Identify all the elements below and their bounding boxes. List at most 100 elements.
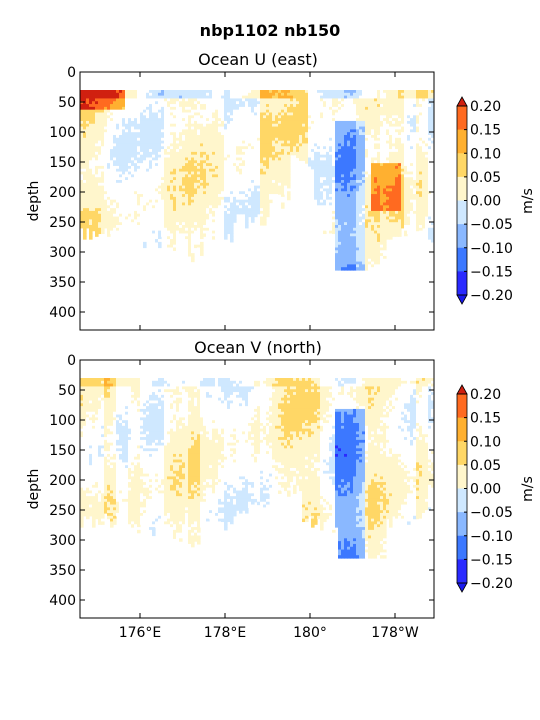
heatmap-cell [374, 90, 378, 94]
heatmap-cell [323, 149, 327, 153]
heatmap-cell [350, 194, 354, 198]
heatmap-cell [140, 126, 144, 130]
heatmap-cell [230, 230, 234, 235]
heatmap-cell [203, 205, 207, 209]
heatmap-cell [167, 163, 171, 167]
heatmap-cell [230, 239, 234, 243]
heatmap-cell [254, 157, 258, 161]
heatmap-u [80, 90, 434, 271]
heatmap-cell [128, 149, 132, 153]
heatmap-cell [329, 104, 333, 108]
heatmap-cell [317, 208, 321, 212]
heatmap-cell [326, 123, 330, 128]
heatmap-cell [101, 225, 105, 229]
heatmap-cell [155, 168, 159, 173]
heatmap-cell [359, 236, 363, 240]
heatmap-cell [149, 129, 153, 133]
heatmap-cell [167, 135, 171, 139]
heatmap-cell [272, 115, 276, 119]
heatmap-cell [311, 95, 315, 100]
heatmap-cell [203, 98, 207, 102]
heatmap-cell [185, 196, 189, 201]
heatmap-cell [359, 225, 363, 229]
heatmap-cell [179, 216, 183, 220]
heatmap-cell [371, 163, 375, 167]
heatmap-cell [362, 104, 366, 108]
heatmap-cell [197, 146, 201, 150]
heatmap-cell [137, 230, 141, 235]
heatmap-cell [221, 185, 225, 190]
heatmap-cell [125, 177, 129, 181]
heatmap-cell [341, 101, 345, 105]
heatmap-cell [224, 185, 228, 190]
heatmap-cell [92, 137, 96, 142]
heatmap-cell [137, 165, 141, 170]
heatmap-cell [131, 98, 135, 102]
heatmap-cell [284, 180, 288, 184]
heatmap-cell [86, 104, 90, 108]
heatmap-cell [281, 115, 285, 119]
heatmap-cell [275, 191, 279, 195]
heatmap-cell [338, 154, 342, 159]
heatmap-cell [146, 135, 150, 139]
heatmap-cell [371, 241, 375, 246]
heatmap-cell [215, 208, 219, 212]
heatmap-cell [260, 177, 264, 181]
heatmap-cell [188, 90, 192, 94]
heatmap-cell [134, 205, 138, 209]
heatmap-cell [179, 143, 183, 147]
heatmap-cell [329, 210, 333, 215]
heatmap-cell [368, 109, 372, 114]
heatmap-cell [128, 208, 132, 212]
heatmap-cell [116, 202, 120, 206]
heatmap-cell [236, 171, 240, 175]
heatmap-cell [242, 188, 246, 192]
heatmap-cell [125, 208, 129, 212]
heatmap-cell [296, 123, 300, 128]
heatmap-cell [221, 90, 225, 94]
heatmap-cell [179, 118, 183, 122]
heatmap-cell [152, 194, 156, 198]
heatmap-cell [347, 143, 351, 147]
heatmap-cell [212, 115, 216, 119]
heatmap-cell [335, 219, 339, 223]
heatmap-cell [305, 146, 309, 150]
heatmap-cell [173, 202, 177, 206]
heatmap-cell [278, 140, 282, 145]
heatmap-cell [320, 140, 324, 145]
heatmap-cell [176, 98, 180, 102]
heatmap-cell [227, 188, 231, 192]
heatmap-cell [92, 140, 96, 145]
heatmap-cell [173, 219, 177, 223]
heatmap-cell [152, 92, 156, 97]
heatmap-cell [362, 174, 366, 178]
heatmap-cell [206, 137, 210, 142]
heatmap-cell [86, 140, 90, 145]
heatmap-cell [212, 143, 216, 147]
heatmap-cell [125, 137, 129, 142]
heatmap-cell [251, 98, 255, 102]
heatmap-cell [302, 90, 306, 94]
heatmap-cell [254, 126, 258, 130]
heatmap-cell [173, 165, 177, 170]
heatmap-cell [272, 177, 276, 181]
heatmap-cell [116, 106, 120, 111]
heatmap-cell [263, 120, 267, 125]
heatmap-cell [185, 135, 189, 139]
heatmap-cell [344, 250, 348, 254]
heatmap-cell [155, 92, 159, 97]
heatmap-cell [128, 168, 132, 173]
heatmap-cell [251, 129, 255, 133]
heatmap-cell [356, 168, 360, 173]
heatmap-cell [134, 182, 138, 187]
heatmap-cell [92, 106, 96, 111]
heatmap-cell [131, 154, 135, 159]
heatmap-cell [308, 126, 312, 130]
heatmap-cell [83, 95, 87, 100]
heatmap-cell [356, 188, 360, 192]
heatmap-cell [371, 118, 375, 122]
heatmap-cell [185, 90, 189, 94]
heatmap-cell [200, 95, 204, 100]
heatmap-cell [323, 90, 327, 94]
heatmap-cell [137, 135, 141, 139]
